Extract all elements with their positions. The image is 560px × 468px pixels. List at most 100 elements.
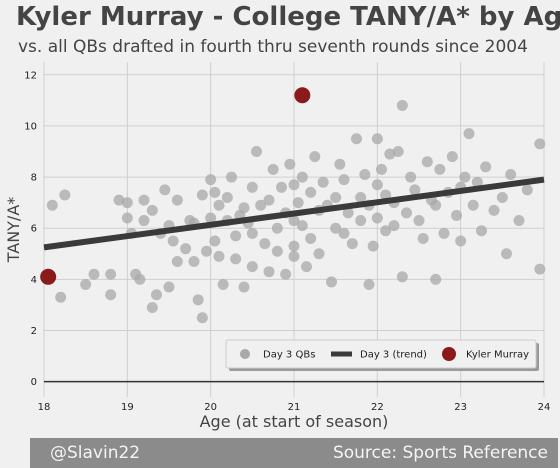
data-point xyxy=(263,194,275,206)
legend-marker-kyler xyxy=(442,347,456,361)
data-point xyxy=(171,194,183,206)
data-point xyxy=(471,176,483,188)
data-point xyxy=(192,294,204,306)
y-tick-label: 12 xyxy=(24,70,37,81)
data-point xyxy=(534,263,546,275)
data-point xyxy=(392,146,404,158)
data-point xyxy=(513,215,525,227)
y-axis-label: TANY/A* xyxy=(4,197,23,264)
data-point xyxy=(476,225,487,237)
y-tick-label: 8 xyxy=(31,173,37,184)
data-point xyxy=(396,99,408,111)
data-point xyxy=(409,184,421,196)
data-point xyxy=(355,192,367,204)
x-tick-label: 18 xyxy=(38,402,51,413)
data-point xyxy=(259,238,271,250)
data-point xyxy=(196,312,208,324)
data-point xyxy=(105,289,117,301)
highlight-points xyxy=(40,87,311,285)
y-tick-label: 6 xyxy=(31,224,37,235)
trend-line-segment xyxy=(43,176,545,251)
data-point xyxy=(342,207,354,219)
data-point xyxy=(213,250,225,262)
data-point xyxy=(501,248,512,260)
data-point xyxy=(334,158,346,170)
data-point xyxy=(534,138,546,150)
x-tick-label: 23 xyxy=(454,402,467,413)
x-tick-label: 19 xyxy=(121,402,134,413)
data-point xyxy=(80,278,92,290)
data-point xyxy=(355,215,367,227)
data-point xyxy=(205,212,217,224)
data-point xyxy=(146,204,158,216)
scatter-points xyxy=(46,99,546,324)
data-point xyxy=(451,209,462,221)
data-point xyxy=(138,194,150,206)
data-point xyxy=(371,179,383,191)
data-point xyxy=(288,250,300,262)
data-point xyxy=(396,271,408,283)
data-point xyxy=(363,278,375,290)
data-point xyxy=(134,273,146,285)
highlight-point xyxy=(294,87,311,104)
data-point xyxy=(430,273,442,285)
data-point xyxy=(388,220,400,232)
data-point xyxy=(288,179,300,191)
x-axis-label: Age (at start of season) xyxy=(200,412,389,431)
data-point xyxy=(421,156,433,168)
data-point xyxy=(263,266,275,278)
data-point xyxy=(296,171,308,183)
data-point xyxy=(46,199,58,211)
chart-subtitle: vs. all QBs drafted in fourth thru seven… xyxy=(18,37,528,57)
data-point xyxy=(459,171,471,183)
data-point xyxy=(338,174,350,186)
data-point xyxy=(301,261,312,273)
data-point xyxy=(384,148,396,160)
data-point xyxy=(521,184,533,196)
data-point xyxy=(151,289,162,301)
data-point xyxy=(59,189,71,201)
data-point xyxy=(113,194,125,206)
data-point xyxy=(121,197,133,209)
data-point xyxy=(251,146,262,158)
data-point xyxy=(255,199,267,211)
x-tick-label: 20 xyxy=(204,402,217,413)
data-point xyxy=(230,253,242,265)
x-tick-label: 22 xyxy=(371,402,384,413)
data-point xyxy=(351,133,362,145)
data-point xyxy=(146,301,158,313)
data-point xyxy=(271,222,283,234)
legend-box xyxy=(225,339,537,369)
data-point xyxy=(455,235,467,247)
data-point xyxy=(326,276,337,288)
data-point xyxy=(292,197,304,209)
data-point xyxy=(467,199,479,211)
data-point xyxy=(180,243,192,255)
data-point xyxy=(438,227,450,239)
data-point xyxy=(413,215,425,227)
data-point xyxy=(488,204,500,216)
data-point xyxy=(380,225,392,237)
data-point xyxy=(346,238,358,250)
data-point xyxy=(55,291,67,303)
data-point xyxy=(371,212,383,224)
data-point xyxy=(505,169,517,181)
data-point xyxy=(163,281,175,293)
data-point xyxy=(138,215,150,227)
data-point xyxy=(330,192,342,204)
data-point xyxy=(205,174,217,186)
data-point xyxy=(246,227,258,239)
y-tick-label: 2 xyxy=(31,326,37,337)
legend-label-day3: Day 3 QBs xyxy=(263,350,315,361)
data-point xyxy=(288,215,300,227)
data-point xyxy=(359,169,371,181)
data-point xyxy=(313,248,325,260)
data-point xyxy=(209,235,221,247)
data-point xyxy=(338,227,350,239)
data-point xyxy=(288,240,300,252)
data-point xyxy=(246,181,258,193)
legend-marker-day3 xyxy=(240,349,250,359)
data-point xyxy=(196,189,208,201)
